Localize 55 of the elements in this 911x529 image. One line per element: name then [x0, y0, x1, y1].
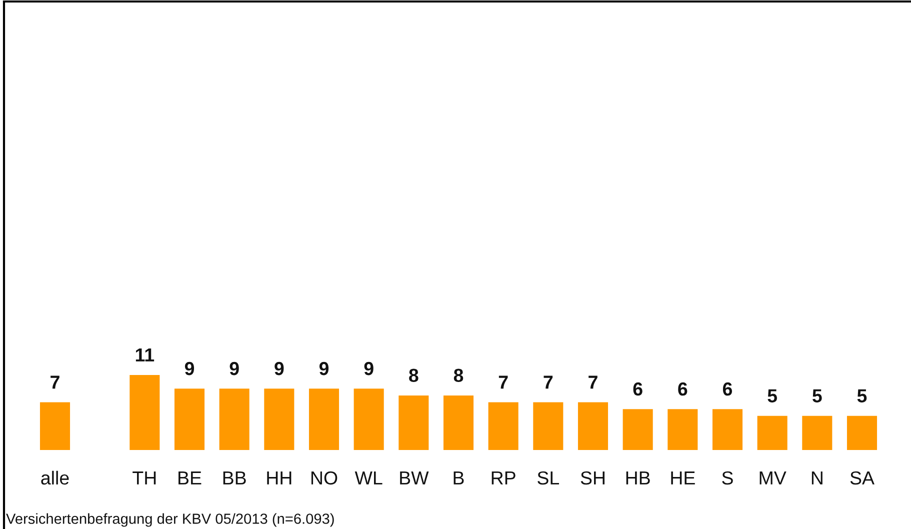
data-label: 7 [588, 376, 598, 389]
x-tick-label: WL [354, 472, 382, 484]
bar [130, 375, 160, 450]
data-label: 7 [50, 376, 60, 389]
x-tick-label: alle [41, 470, 69, 485]
x-tick-label: RP [492, 472, 516, 484]
data-label: 6 [678, 382, 688, 396]
data-label: 5 [857, 389, 867, 402]
bar [308, 388, 340, 450]
x-tick-label: NO [311, 471, 338, 485]
bar [488, 402, 518, 450]
bar [846, 416, 878, 450]
bar [668, 409, 698, 450]
x-tick-label: B [454, 472, 464, 484]
x-tick-label: S [722, 471, 733, 485]
x-tick-label: SH [580, 471, 604, 485]
x-tick-label: N [812, 472, 822, 484]
bar [533, 402, 564, 450]
bar [174, 388, 205, 450]
x-tick-label: BE [178, 472, 202, 484]
data-label: 5 [768, 389, 778, 402]
bar [757, 416, 788, 450]
data-label: 8 [409, 368, 418, 382]
data-label: 9 [364, 362, 374, 376]
bar [622, 409, 653, 450]
data-label: 8 [454, 368, 464, 382]
bar [264, 388, 294, 450]
data-label: 9 [274, 362, 284, 376]
data-label: 5 [812, 389, 822, 402]
bar [219, 388, 250, 450]
x-tick-label: SA [850, 471, 874, 485]
x-tick-label: SL [538, 471, 560, 485]
x-tick-label: HB [626, 472, 650, 484]
x-tick-label: TH [132, 472, 156, 484]
x-tick-label: HH [267, 472, 292, 484]
bar [398, 395, 429, 450]
x-tick-label: MV [760, 472, 786, 484]
bar [443, 395, 474, 450]
data-label: 9 [230, 362, 239, 376]
data-label: 7 [544, 376, 553, 389]
x-tick-label: HE [671, 472, 695, 484]
data-label: 9 [319, 362, 329, 376]
data-label: 9 [184, 362, 194, 376]
data-label: 11 [136, 348, 154, 362]
bar [40, 402, 70, 450]
data-label: 7 [498, 376, 508, 389]
bar [712, 409, 743, 450]
bar [578, 402, 608, 450]
bar [802, 416, 832, 450]
x-tick-label: BW [400, 472, 429, 484]
x-tick-label: BB [223, 472, 246, 484]
data-label: 6 [633, 382, 642, 396]
bar [354, 388, 384, 450]
data-label: 6 [722, 382, 732, 396]
text: Versichertenbefragung der KBV 05/2013 (n=6.093) [6, 513, 334, 527]
